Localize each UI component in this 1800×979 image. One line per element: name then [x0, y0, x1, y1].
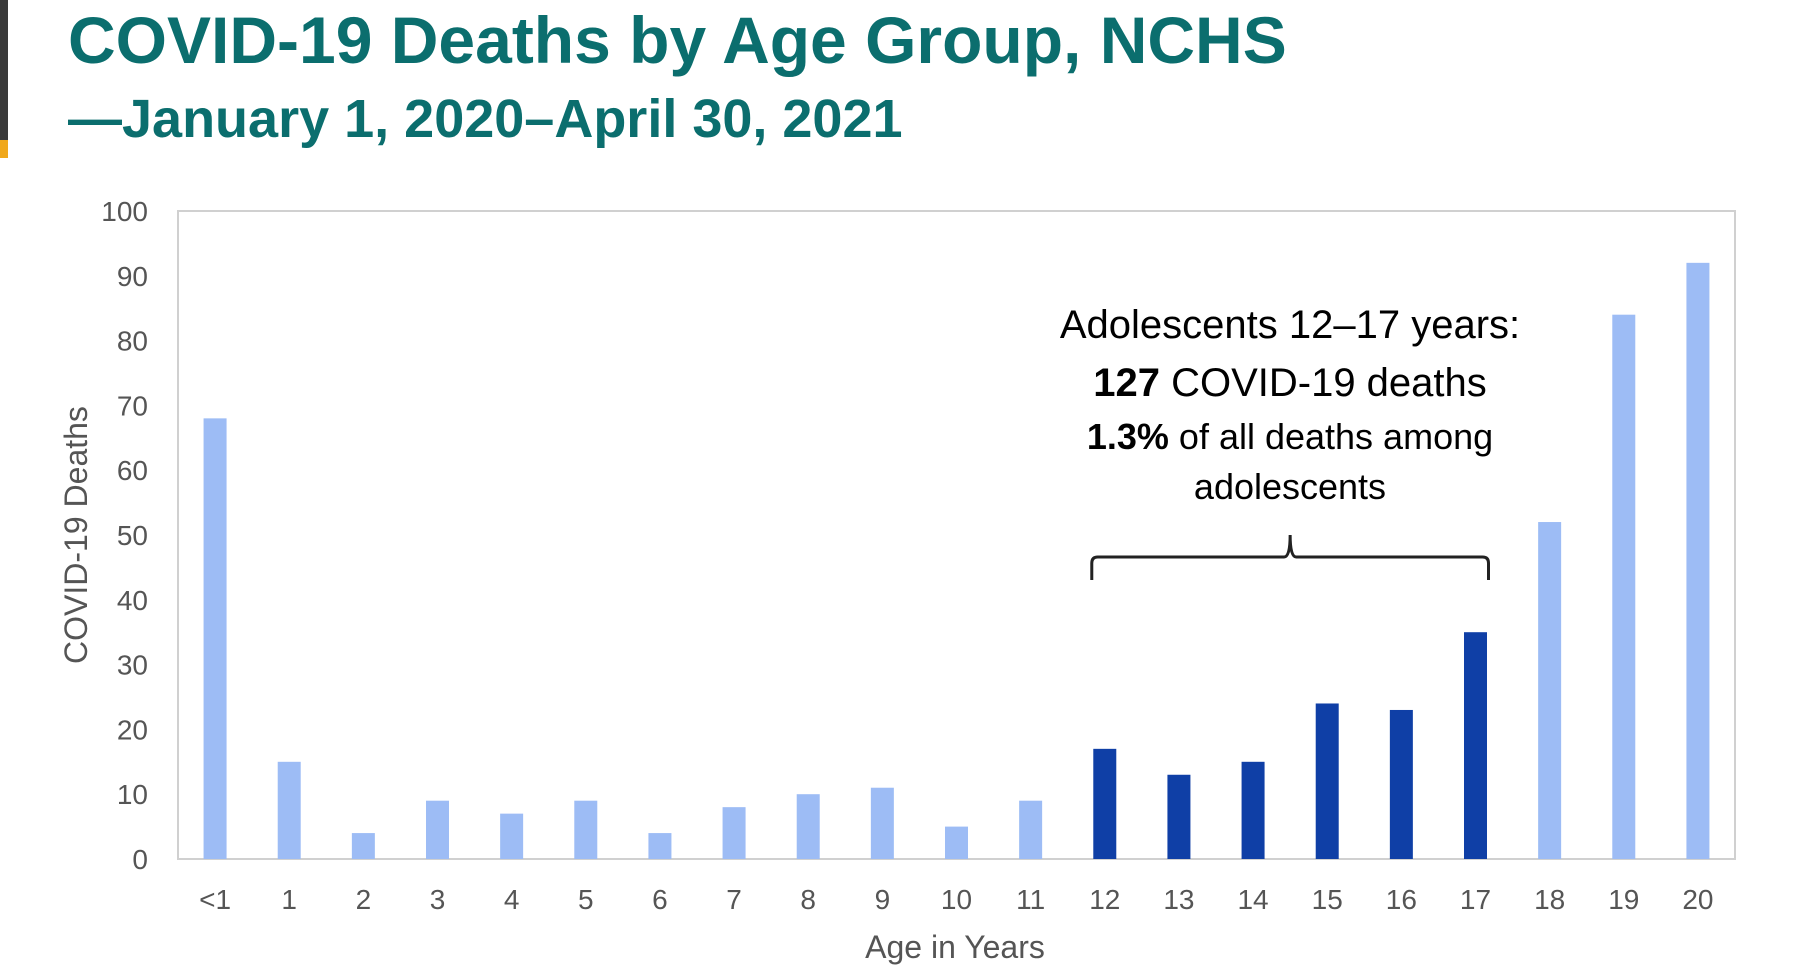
annotation-percent-text: of all deaths among: [1168, 416, 1494, 457]
x-tick-label: 2: [356, 884, 372, 915]
y-tick-label: 90: [117, 261, 148, 292]
bar-5: [574, 800, 598, 859]
annotation-count-value: 127: [1093, 361, 1160, 405]
x-tick-label: 16: [1386, 884, 1417, 915]
adolescent-brace: [1090, 534, 1490, 580]
y-tick-label: 40: [117, 585, 148, 616]
x-tick-label: 13: [1163, 884, 1194, 915]
annotation-count-text: COVID-19 deaths: [1159, 361, 1487, 405]
bar-6: [648, 833, 672, 859]
bar-13: [1167, 774, 1191, 859]
page-subtitle: —January 1, 2020–April 30, 2021: [68, 89, 903, 149]
brace-path: [1090, 534, 1490, 580]
x-tick-label: 1: [281, 884, 297, 915]
y-tick-label: 0: [132, 844, 148, 875]
bar-8: [796, 794, 820, 859]
x-axis-ticks: <1 1 2 3 4 5 6 7 8 9 10 11 12 13 14 15 16 17 18 19 20: [199, 884, 1713, 915]
annotation-tail: adolescents: [1193, 466, 1387, 507]
x-tick-label: 4: [504, 884, 520, 915]
x-tick-label: 8: [800, 884, 816, 915]
x-tick-label: 19: [1608, 884, 1639, 915]
y-tick-label: 70: [117, 390, 148, 421]
bar-14: [1241, 761, 1265, 859]
bar-11: [1019, 800, 1043, 859]
x-tick-label: 5: [578, 884, 594, 915]
left-accent-gold: [0, 140, 8, 158]
bar-18: [1538, 522, 1562, 859]
annotation-count: 127 COVID-19 deaths: [990, 354, 1590, 412]
annotation-percent-value: 1.3%: [1086, 416, 1169, 457]
bar-3: [426, 800, 449, 859]
bar-1: [277, 761, 301, 859]
y-tick-label: 30: [117, 650, 148, 681]
x-tick-label: 15: [1312, 884, 1343, 915]
y-tick-label: 100: [101, 196, 148, 227]
x-tick-label: 14: [1237, 884, 1268, 915]
x-axis-label: Age in Years: [865, 929, 1045, 965]
bar-9: [870, 787, 894, 859]
bar-7: [722, 807, 746, 859]
x-tick-label: 7: [726, 884, 742, 915]
bar-20: [1686, 262, 1710, 860]
bars-group: [203, 262, 1710, 860]
x-tick-label: 10: [941, 884, 972, 915]
left-accent-bar: [0, 0, 8, 140]
bar-16: [1389, 709, 1413, 859]
bar-15: [1315, 703, 1339, 859]
x-tick-label: 9: [875, 884, 891, 915]
annotation-heading: Adolescents 12–17 years:: [1059, 303, 1521, 347]
y-tick-label: 20: [117, 714, 148, 745]
x-tick-label: <1: [199, 884, 231, 915]
x-tick-label: 11: [1016, 884, 1045, 915]
y-axis-label: COVID-19 Deaths: [58, 406, 94, 664]
y-tick-label: 80: [117, 326, 148, 357]
x-tick-label: 17: [1460, 884, 1491, 915]
x-tick-label: 3: [430, 884, 446, 915]
x-tick-label: 20: [1682, 884, 1713, 915]
adolescent-annotation: Adolescents 12–17 years: 127 COVID-19 de…: [990, 296, 1590, 512]
bar-17: [1464, 632, 1487, 859]
x-tick-label: 6: [652, 884, 668, 915]
y-tick-label: 10: [117, 779, 148, 810]
y-tick-label: 60: [117, 455, 148, 486]
y-axis-ticks: 0 10 20 30 40 50 60 70 80 90 100: [101, 196, 148, 875]
page-title: COVID-19 Deaths by Age Group, NCHS: [68, 3, 1287, 77]
x-tick-label: 18: [1534, 884, 1565, 915]
bar-<1: [203, 418, 227, 859]
annotation-percent: 1.3% of all deaths among: [990, 412, 1590, 462]
y-tick-label: 50: [117, 520, 148, 551]
bar-4: [500, 813, 524, 859]
bar-10: [945, 826, 968, 859]
bar-19: [1612, 314, 1636, 859]
bar-12: [1093, 748, 1117, 859]
bar-2: [351, 833, 375, 859]
x-tick-label: 12: [1089, 884, 1120, 915]
